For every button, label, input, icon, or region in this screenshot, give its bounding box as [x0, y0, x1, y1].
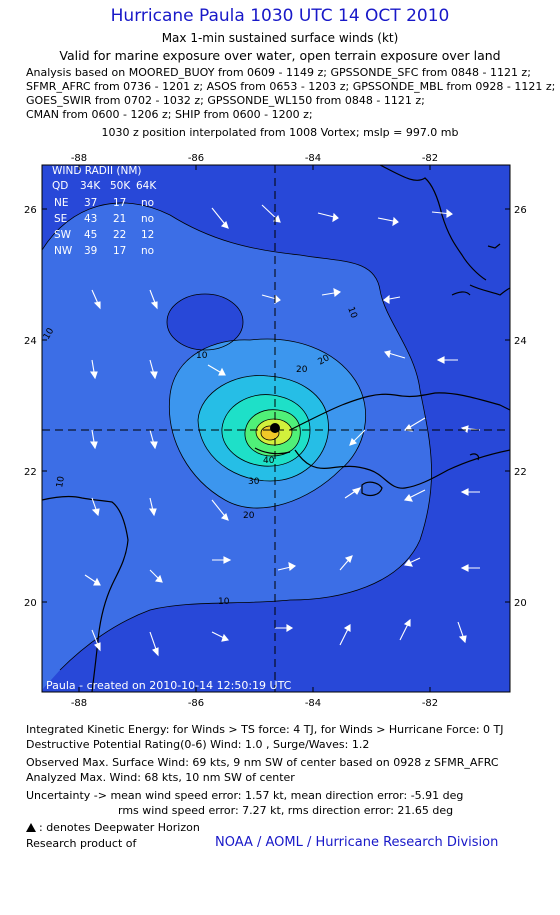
lat-tick-label: 20 [24, 598, 37, 609]
map-footer: Paula - created on 2010-10-14 12:50:19 U… [46, 679, 292, 692]
wind-field-map: 10 10 10 10 20 20 30 40 20 10 [24, 153, 527, 708]
lat-tick-label: 24 [514, 336, 527, 347]
lon-tick-label: -88 [71, 153, 87, 164]
wind-radii-cell: 37 [84, 197, 97, 209]
analyzed-max-wind: Analyzed Max. Wind: 68 kts, 10 nm SW of … [26, 771, 295, 784]
deepwater-note-text: : denotes Deepwater Horizon [39, 821, 200, 834]
lat-tick-label: 22 [24, 467, 37, 478]
wind-radii-cell: NE [54, 197, 69, 209]
observed-max-wind: Observed Max. Surface Wind: 69 kts, 9 nm… [26, 756, 499, 769]
research-product-label: Research product of [26, 837, 137, 850]
wind-radii-header: QD [52, 180, 68, 192]
wind-radii-header: 34K [80, 180, 101, 192]
wind-radii-title: WIND RADII (NM) [52, 165, 142, 177]
axis-ticks [42, 165, 510, 692]
subtitle-max-winds: Max 1-min sustained surface winds (kt) [161, 31, 399, 45]
wind-vectors [84, 204, 481, 657]
contour-label: 30 [248, 477, 260, 487]
wind-radii-cell: NW [54, 245, 73, 257]
deepwater-horizon-icon [26, 823, 36, 832]
ike-stat: Integrated Kinetic Energy: for Winds > T… [26, 723, 504, 736]
contour-label: 10 [55, 475, 67, 488]
analysis-line: CMAN from 0600 - 1206 z; SHIP from 0600 … [26, 108, 313, 121]
coastlines [42, 165, 510, 692]
wind-radii-cell: 21 [113, 213, 126, 225]
wind-radii-cell: no [141, 197, 154, 209]
wind-radii-cell: 17 [113, 197, 126, 209]
wind-radii-cell: SW [54, 229, 72, 241]
lon-tick-label: -82 [422, 153, 438, 164]
wind-radii-cell: 43 [84, 213, 97, 225]
wind-radii-cell: 22 [113, 229, 126, 241]
wind-radii-cell: 17 [113, 245, 126, 257]
calm-patch [167, 294, 243, 350]
organization-credit: NOAA / AOML / Hurricane Research Divisio… [215, 835, 499, 850]
wind-radii-cell: 45 [84, 229, 97, 241]
contour-label: 10 [196, 351, 208, 361]
lon-tick-label: -84 [305, 698, 321, 708]
lat-tick-label: 22 [514, 467, 527, 478]
position-note: 1030 z position interpolated from 1008 V… [101, 126, 459, 139]
lat-tick-label: 24 [24, 336, 37, 347]
uncertainty-line-1: Uncertainty -> mean wind speed error: 1.… [26, 789, 464, 802]
contour-label: 20 [243, 511, 255, 521]
contour-label: 40 [263, 456, 275, 466]
analysis-line: GOES_SWIR from 0702 - 1032 z; GPSSONDE_W… [26, 94, 425, 107]
lon-tick-label: -86 [188, 698, 204, 708]
wind-radii-header: 64K [136, 180, 157, 192]
contour-label: 10 [218, 597, 230, 607]
lon-tick-label: -84 [305, 153, 321, 164]
wind-radii-cell: 39 [84, 245, 97, 257]
wind-radii-cell: no [141, 213, 154, 225]
analysis-sources: Analysis based on MOORED_BUOY from 0609 … [26, 66, 555, 122]
page-title: Hurricane Paula 1030 UTC 14 OCT 2010 [110, 6, 450, 26]
lon-tick-label: -82 [422, 698, 438, 708]
wind-contour-field: 10 10 10 10 20 20 30 40 20 10 [42, 165, 510, 692]
uncertainty-line-2: rms wind speed error: 7.27 kt, rms direc… [118, 804, 454, 817]
analysis-line: SFMR_AFRC from 0736 - 1201 z; ASOS from … [26, 80, 556, 93]
contour-lines [42, 202, 432, 671]
contour-label: 10 [345, 306, 358, 320]
wind-radii-cell: no [141, 245, 154, 257]
axis-tick-labels: -88 -86 -84 -82 -88 -86 -84 -82 26 24 22… [24, 153, 527, 708]
deepwater-note: : denotes Deepwater Horizon [26, 821, 200, 834]
lon-tick-label: -86 [188, 153, 204, 164]
wind-radii-cell: 12 [141, 229, 154, 241]
lat-tick-label: 20 [514, 598, 527, 609]
map-frame [41, 164, 511, 693]
analysis-line: Analysis based on MOORED_BUOY from 0609 … [26, 66, 531, 79]
wind-radii-cell: SE [54, 213, 67, 225]
subtitle-exposure: Valid for marine exposure over water, op… [59, 48, 501, 63]
lat-tick-label: 26 [24, 205, 37, 216]
contour-label: 20 [296, 365, 308, 375]
wind-radii-header: 50K [110, 180, 131, 192]
wind-radii-table: WIND RADII (NM) QD 34K 50K 64K NE 37 17 … [52, 165, 157, 257]
lon-tick-label: -88 [71, 698, 87, 708]
lat-tick-label: 26 [514, 205, 527, 216]
dpr-stat: Destructive Potential Rating(0-6) Wind: … [26, 738, 370, 751]
